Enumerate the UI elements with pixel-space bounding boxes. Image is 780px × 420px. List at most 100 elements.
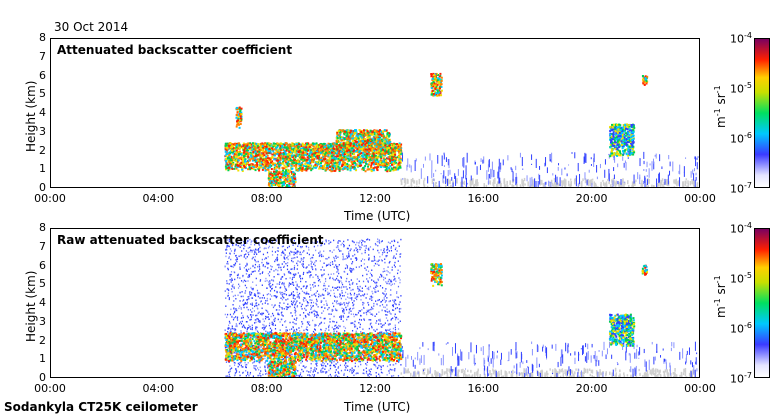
heatmap-cell — [663, 375, 666, 377]
heatmap-cell — [631, 143, 634, 146]
heatmap-cell — [361, 149, 364, 152]
heatmap-cell — [276, 166, 279, 169]
heatmap-cell — [462, 368, 464, 373]
heatmap-cell — [224, 165, 227, 168]
heatmap-cell — [257, 153, 260, 156]
heatmap-cell — [364, 134, 367, 137]
heatmap-cell — [655, 377, 657, 378]
heatmap-cell — [476, 166, 478, 175]
heatmap-cell — [370, 147, 373, 150]
heatmap-cell — [315, 144, 318, 147]
heatmap-cell — [231, 148, 234, 151]
heatmap-cell — [303, 148, 306, 151]
heatmap-cell — [362, 167, 365, 170]
heatmap-cell — [284, 179, 287, 182]
heatmap-cell — [333, 169, 336, 172]
heatmap-cell — [275, 182, 278, 185]
heatmap-cell — [225, 146, 228, 149]
heatmap-cell — [350, 157, 353, 160]
heatmap-cell — [268, 182, 271, 185]
heatmap-cell — [457, 375, 460, 377]
heatmap-cell — [548, 180, 550, 187]
heatmap-cell — [621, 142, 624, 145]
heatmap-cell — [338, 152, 341, 155]
heatmap-cell — [301, 142, 304, 145]
heatmap-cell — [282, 152, 285, 155]
heatmap-cell — [395, 147, 398, 150]
heatmap-cell — [389, 165, 392, 168]
heatmap-cell — [655, 153, 657, 159]
heatmap-cell — [370, 143, 373, 146]
heatmap-cell — [281, 148, 284, 151]
heatmap-cell — [384, 149, 387, 152]
heatmap-cell — [276, 179, 279, 182]
heatmap-cell — [384, 143, 387, 146]
heatmap-cell — [292, 176, 295, 179]
heatmap-cell — [329, 165, 332, 168]
heatmap-cell — [561, 368, 564, 372]
heatmap-cell — [621, 131, 624, 134]
heatmap-cell — [372, 157, 375, 160]
heatmap-cell — [343, 133, 346, 136]
heatmap-cell — [319, 158, 322, 161]
heatmap-cell — [240, 107, 243, 110]
heatmap-cell — [666, 376, 668, 377]
heatmap-cell — [282, 160, 285, 163]
heatmap-cell — [370, 158, 373, 161]
heatmap-cell — [653, 185, 655, 187]
heatmap-cell — [439, 90, 442, 93]
heatmap-cell — [339, 146, 342, 149]
heatmap-cell — [276, 151, 279, 154]
heatmap-cell — [348, 133, 351, 136]
heatmap-cell — [627, 154, 630, 157]
heatmap-cell — [615, 180, 618, 186]
heatmap-cell — [336, 138, 339, 141]
heatmap-cell — [491, 161, 493, 171]
heatmap-cell — [288, 152, 291, 155]
heatmap-cell — [400, 158, 403, 161]
heatmap-cell — [275, 180, 278, 183]
heatmap-cell — [427, 176, 429, 184]
heatmap-cell — [318, 160, 321, 163]
heatmap-cell — [467, 186, 469, 187]
heatmap-cell — [434, 84, 437, 87]
heatmap-cell — [413, 180, 416, 184]
heatmap-cell — [602, 182, 605, 186]
heatmap-cell — [273, 154, 276, 157]
heatmap-cell — [291, 179, 294, 182]
heatmap-cell — [346, 151, 349, 154]
heatmap-cell — [304, 157, 307, 160]
heatmap-cell — [244, 145, 247, 148]
heatmap-cell — [378, 129, 381, 132]
heatmap-cell — [267, 159, 270, 162]
heatmap-cell — [694, 156, 696, 160]
heatmap-cell — [375, 145, 378, 148]
heatmap-cell — [574, 178, 577, 182]
heatmap-cell — [319, 143, 322, 146]
heatmap-cell — [245, 151, 248, 154]
heatmap-cell — [589, 373, 592, 377]
heatmap-cell — [268, 147, 271, 150]
heatmap-cell — [283, 180, 286, 183]
heatmap-cell — [377, 131, 380, 134]
heatmap-cell — [437, 82, 440, 85]
heatmap-cell — [312, 157, 315, 160]
heatmap-cell — [377, 160, 380, 163]
heatmap-cell — [224, 150, 227, 153]
heatmap-cell — [505, 185, 507, 187]
heatmap-cell — [319, 150, 322, 153]
heatmap-cell — [359, 161, 362, 164]
heatmap-cell — [306, 156, 309, 159]
heatmap-cell — [333, 165, 336, 168]
heatmap-cell — [228, 166, 231, 169]
heatmap-cell — [240, 161, 243, 164]
heatmap-cell — [341, 165, 344, 168]
heatmap-cell — [328, 161, 331, 164]
heatmap-cell — [340, 144, 343, 147]
heatmap-cell — [503, 178, 506, 183]
heatmap-cell — [632, 131, 635, 134]
heatmap-cell — [618, 130, 621, 133]
heatmap-cell — [317, 143, 320, 146]
heatmap-cell — [597, 186, 599, 187]
heatmap-cell — [488, 159, 490, 168]
